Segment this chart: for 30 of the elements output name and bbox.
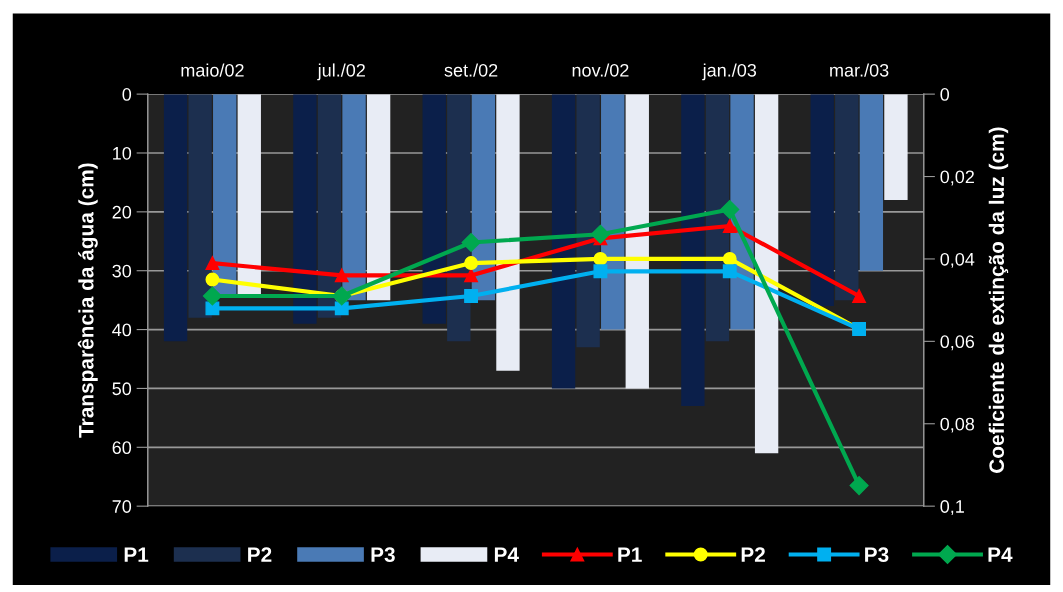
- y-tick-label: 60: [112, 441, 132, 455]
- y-tick-label: 20: [112, 205, 132, 219]
- y-tick-label: 10: [113, 146, 132, 160]
- y-tick-label: 40: [112, 323, 132, 337]
- y2-tick-label: 0,1: [940, 500, 964, 516]
- y2-tick-label: 0,08: [940, 417, 975, 433]
- y-tick-label: 70: [112, 500, 132, 513]
- y2-tick-label: 0,06: [940, 335, 975, 351]
- y2-axis-title: Coeficiente de extinção da luz (cm): [988, 127, 1009, 473]
- x-tick-label: jul./02: [317, 63, 365, 81]
- y2-tick-label: 0,04: [940, 252, 975, 268]
- legend-label: P3: [371, 547, 395, 563]
- y-tick-label: 0: [122, 88, 132, 101]
- y2-tick-label: 0,02: [940, 170, 974, 186]
- legend-label: P3: [865, 547, 889, 563]
- legend-label: P4: [988, 547, 1013, 562]
- legend-label: P2: [248, 547, 272, 562]
- x-tick-label: jan./03: [702, 63, 757, 81]
- legend-label: P2: [741, 547, 765, 562]
- y-tick-label: 30: [112, 264, 132, 278]
- y-axis-title: Transparência da água (cm): [77, 163, 98, 438]
- x-tick-label: mar./03: [830, 63, 889, 77]
- y-tick-label: 50: [112, 382, 132, 396]
- legend-label: P1: [618, 547, 642, 562]
- x-tick-label: set./02: [444, 63, 498, 77]
- x-tick-label: maio/02: [181, 63, 244, 77]
- x-tick-label: nov./02: [572, 63, 629, 77]
- y2-tick-label: 0: [940, 88, 950, 101]
- legend-label: P4: [494, 547, 519, 562]
- legend-label: P1: [124, 547, 149, 562]
